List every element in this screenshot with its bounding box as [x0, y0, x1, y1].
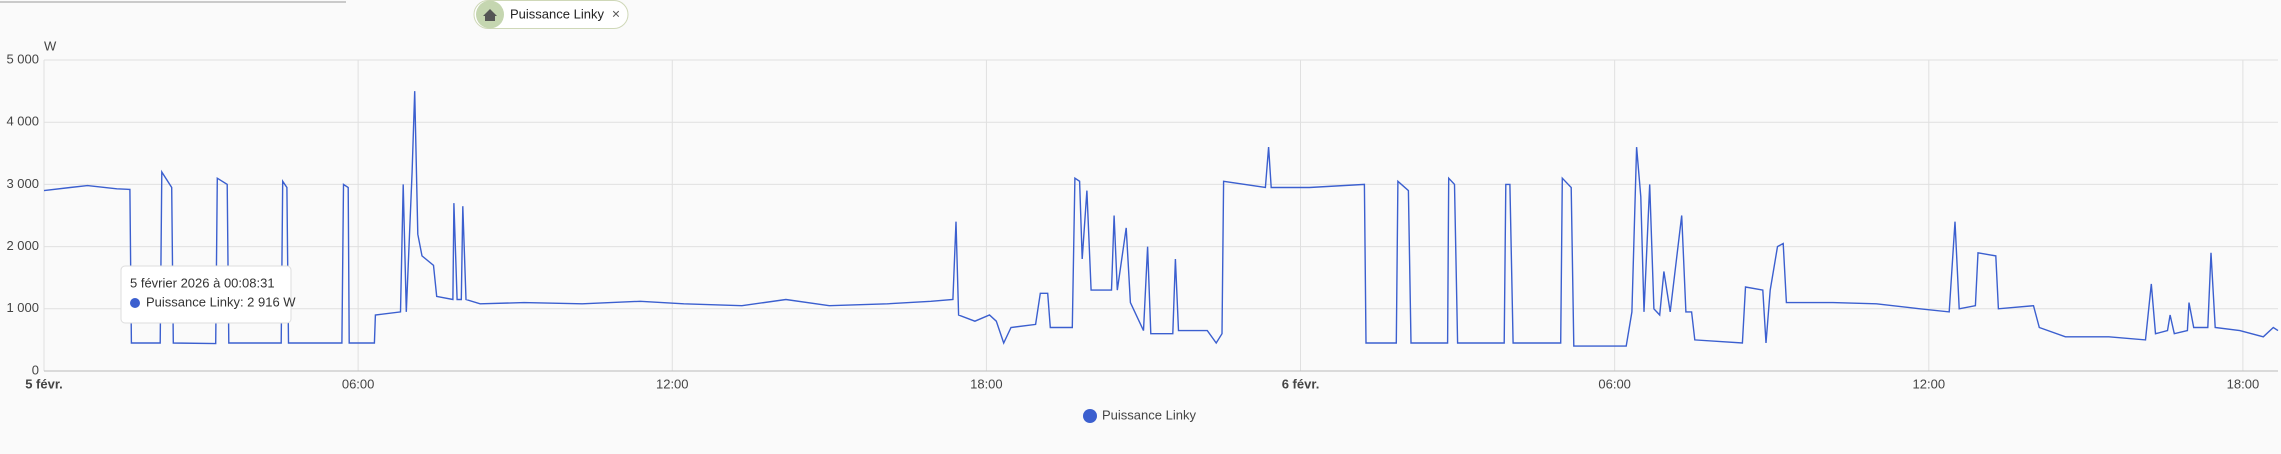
y-tick-label: 0 [32, 362, 39, 377]
x-tick-label: 6 févr. [1282, 376, 1320, 391]
tooltip: 5 février 2026 à 00:08:31 Puissance Link… [120, 265, 296, 324]
series-line [43, 91, 2279, 347]
entity-chip[interactable]: Puissance Linky × [473, 0, 629, 29]
x-tick-label: 06:00 [1598, 376, 1631, 391]
y-tick-label: 4 000 [6, 114, 39, 129]
x-tick-label: 12:00 [656, 376, 689, 391]
x-tick-label: 12:00 [1913, 376, 1946, 391]
legend-label[interactable]: Puissance Linky [1102, 407, 1196, 422]
tooltip-swatch [130, 298, 140, 308]
y-tick-label: 2 000 [6, 238, 39, 253]
x-tick-label: 18:00 [2227, 376, 2260, 391]
y-unit: W [44, 38, 57, 53]
x-tick-label: 5 févr. [25, 376, 63, 391]
y-tick-label: 3 000 [6, 176, 39, 191]
chip-label: Puissance Linky [510, 6, 604, 21]
x-tick-label: 06:00 [342, 376, 375, 391]
y-tick-label: 5 000 [6, 51, 39, 66]
tooltip-label: Puissance Linky: 2 916 W [146, 294, 296, 309]
legend-swatch [1083, 409, 1097, 423]
y-tick-label: 1 000 [6, 300, 39, 315]
tooltip-title: 5 février 2026 à 00:08:31 [130, 275, 275, 290]
chip-bg [473, 0, 629, 29]
x-tick-label: 18:00 [970, 376, 1003, 391]
tooltip-bg [120, 265, 292, 324]
home-icon [483, 9, 497, 21]
chip-close[interactable]: × [612, 6, 620, 22]
